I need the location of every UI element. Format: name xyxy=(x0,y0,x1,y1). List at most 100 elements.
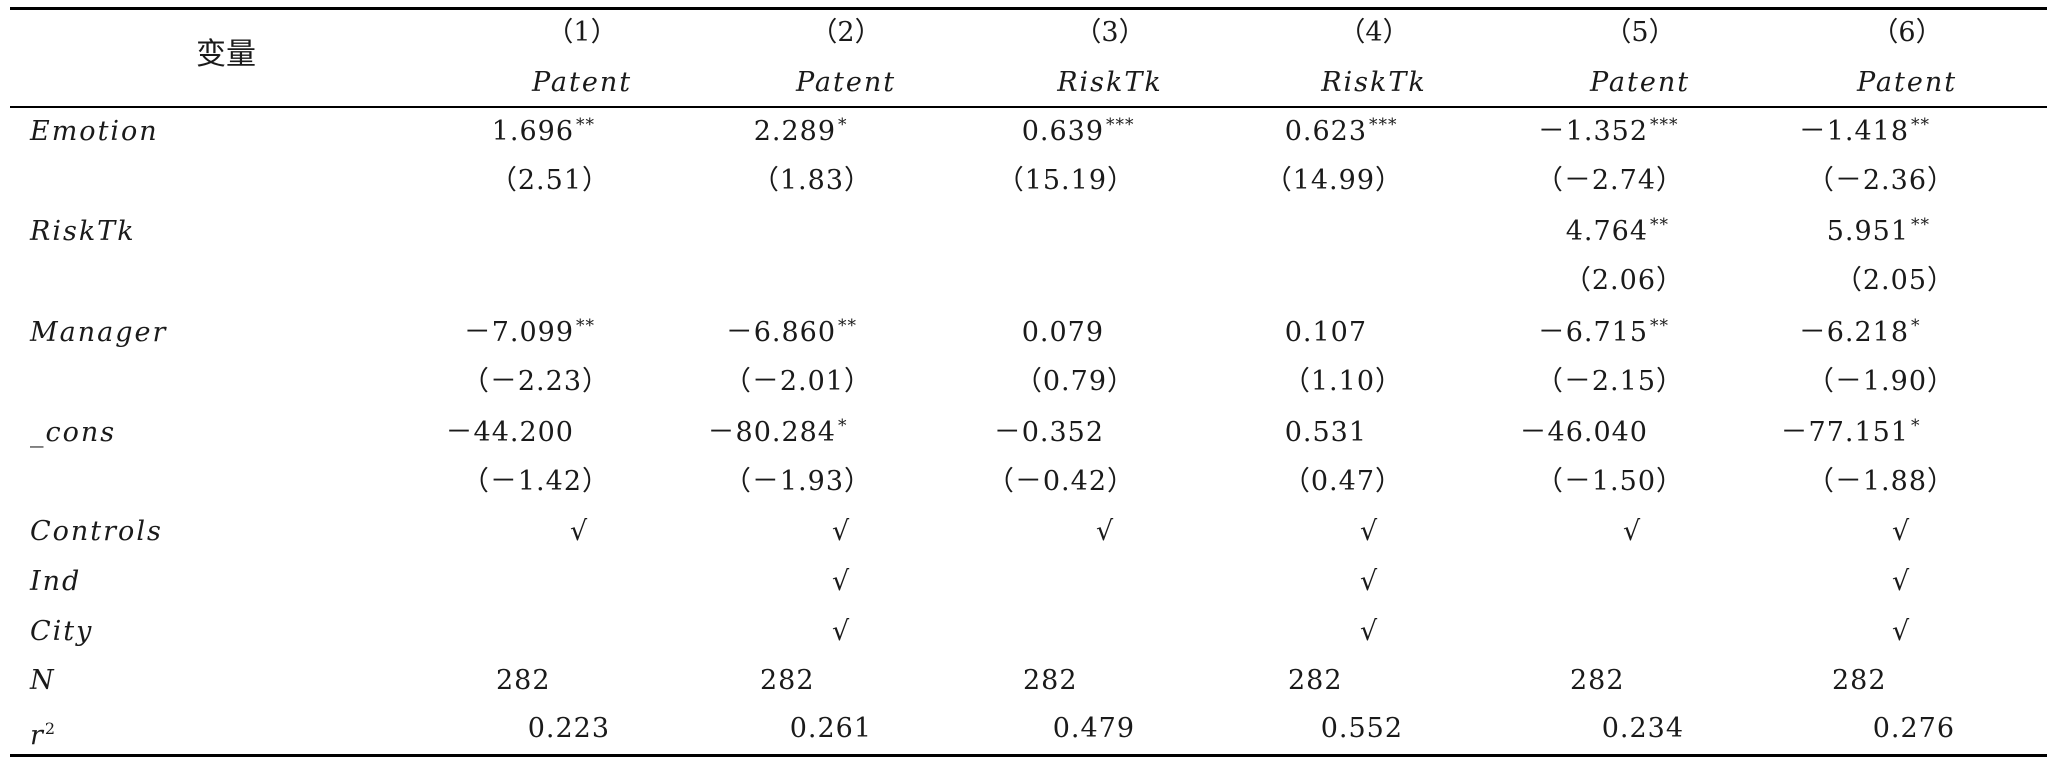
check-mark: √ xyxy=(1360,566,1378,597)
coefficient: 0.107 xyxy=(1285,318,1403,348)
t-statistic: （14.99） xyxy=(1264,165,1403,196)
t-statistic: （2.51） xyxy=(489,165,610,196)
row-label: RiskTk xyxy=(30,216,136,247)
t-statistic: （0.79） xyxy=(1014,366,1135,397)
n-value: 282 xyxy=(1023,665,1078,696)
coefficient: 0.623 *** xyxy=(1284,115,1398,147)
column-model: RiskTk xyxy=(1321,67,1427,98)
check-mark: √ xyxy=(1892,516,1910,547)
coefficient-value: 5.951 xyxy=(1826,216,1909,247)
t-statistic: （－2.01） xyxy=(723,366,872,397)
t-statistic: （－1.90） xyxy=(1806,366,1955,397)
r2-value: 0.223 xyxy=(527,713,610,744)
coefficient: －1.352 *** xyxy=(1537,115,1679,147)
coefficient: －77.151 * xyxy=(1780,416,1921,448)
coefficient: 0.531 xyxy=(1285,418,1403,448)
column-number: （6） xyxy=(1871,17,1943,48)
coefficient-value: －6.715 xyxy=(1537,317,1648,348)
n-value: 282 xyxy=(760,665,815,696)
column-model: RiskTk xyxy=(1057,67,1163,98)
header-rule xyxy=(10,106,2047,108)
t-statistic: （2.05） xyxy=(1834,265,1955,296)
row-label: Controls xyxy=(30,516,163,547)
top-rule xyxy=(10,7,2047,10)
coefficient: －44.200 xyxy=(446,418,610,448)
row-label: Manager xyxy=(30,317,168,348)
coefficient-value: 0.107 xyxy=(1284,317,1367,348)
check-mark: √ xyxy=(1892,616,1910,647)
coefficient: 5.951 ** xyxy=(1826,215,1930,247)
t-statistic: （1.83） xyxy=(751,165,872,196)
t-statistic: （－2.74） xyxy=(1535,165,1684,196)
row-label: Emotion xyxy=(30,116,159,147)
column-number: （1） xyxy=(546,17,618,48)
coefficient-value: －7.099 xyxy=(463,317,574,348)
row-label: Ind xyxy=(30,566,82,597)
r2-value: 0.261 xyxy=(789,713,872,744)
coefficient-value: 0.531 xyxy=(1284,417,1367,448)
coefficient-value: 0.639 xyxy=(1021,116,1104,147)
coefficient-value: －1.418 xyxy=(1798,116,1909,147)
coefficient: －0.352 xyxy=(994,418,1140,448)
coefficient: －6.860 ** xyxy=(725,316,857,348)
check-mark: √ xyxy=(1892,566,1910,597)
r2-value: 0.552 xyxy=(1320,713,1403,744)
t-statistic: （－2.15） xyxy=(1535,366,1684,397)
column-number: （4） xyxy=(1338,17,1410,48)
t-statistic: （－2.23） xyxy=(461,366,610,397)
t-statistic: （－0.42） xyxy=(986,466,1135,497)
coefficient: 1.696 ** xyxy=(491,115,595,147)
r2-superscript: 2 xyxy=(44,719,58,738)
coefficient-value: 1.696 xyxy=(491,116,574,147)
coefficient: －46.040 xyxy=(1520,418,1684,448)
t-statistic: （－1.50） xyxy=(1535,466,1684,497)
coefficient-value: －77.151 xyxy=(1780,417,1909,448)
coefficient-value: －1.352 xyxy=(1537,116,1648,147)
coefficient: －80.284 * xyxy=(707,416,848,448)
row-label: _cons xyxy=(30,417,117,448)
column-number: （2） xyxy=(810,17,882,48)
t-statistic: （2.06） xyxy=(1563,265,1684,296)
t-statistic: （－1.42） xyxy=(461,466,610,497)
row-label: r2 xyxy=(30,714,57,751)
coefficient: 0.079 xyxy=(1022,318,1140,348)
coefficient-value: －44.200 xyxy=(445,417,574,448)
column-model: Patent xyxy=(1856,67,1958,98)
coefficient-value: －80.284 xyxy=(707,417,836,448)
coefficient-value: －6.218 xyxy=(1798,317,1909,348)
coefficient-value: 2.289 xyxy=(753,116,836,147)
row-label: N xyxy=(30,665,56,696)
column-number: （3） xyxy=(1074,17,1146,48)
t-statistic: （－2.36） xyxy=(1806,165,1955,196)
n-value: 282 xyxy=(1570,665,1625,696)
column-model: Patent xyxy=(795,67,897,98)
t-statistic: （－1.88） xyxy=(1806,466,1955,497)
coefficient: －6.715 ** xyxy=(1537,316,1669,348)
column-model: Patent xyxy=(1589,67,1691,98)
coefficient-value: 0.623 xyxy=(1284,116,1367,147)
coefficient-value: 4.764 xyxy=(1565,216,1648,247)
coefficient-value: －46.040 xyxy=(1519,417,1648,448)
check-mark: √ xyxy=(832,616,850,647)
coefficient: －6.218 * xyxy=(1798,316,1921,348)
n-value: 282 xyxy=(1288,665,1343,696)
r2-value: 0.479 xyxy=(1052,713,1135,744)
check-mark: √ xyxy=(832,566,850,597)
coefficient: －7.099 ** xyxy=(463,316,595,348)
t-statistic: （0.47） xyxy=(1282,466,1403,497)
r2-value: 0.234 xyxy=(1601,713,1684,744)
variable-header: 变量 xyxy=(196,37,256,72)
n-value: 282 xyxy=(496,665,551,696)
coefficient: －1.418 ** xyxy=(1798,115,1930,147)
check-mark: √ xyxy=(570,516,588,547)
coefficient: 2.289 * xyxy=(753,115,848,147)
coefficient-value: 0.079 xyxy=(1021,317,1104,348)
r2-label: r xyxy=(30,720,45,751)
coefficient-value: －0.352 xyxy=(993,417,1104,448)
check-mark: √ xyxy=(1096,516,1114,547)
check-mark: √ xyxy=(1360,516,1378,547)
r2-value: 0.276 xyxy=(1872,713,1955,744)
n-value: 282 xyxy=(1832,665,1887,696)
check-mark: √ xyxy=(832,516,850,547)
row-label: City xyxy=(30,616,94,647)
